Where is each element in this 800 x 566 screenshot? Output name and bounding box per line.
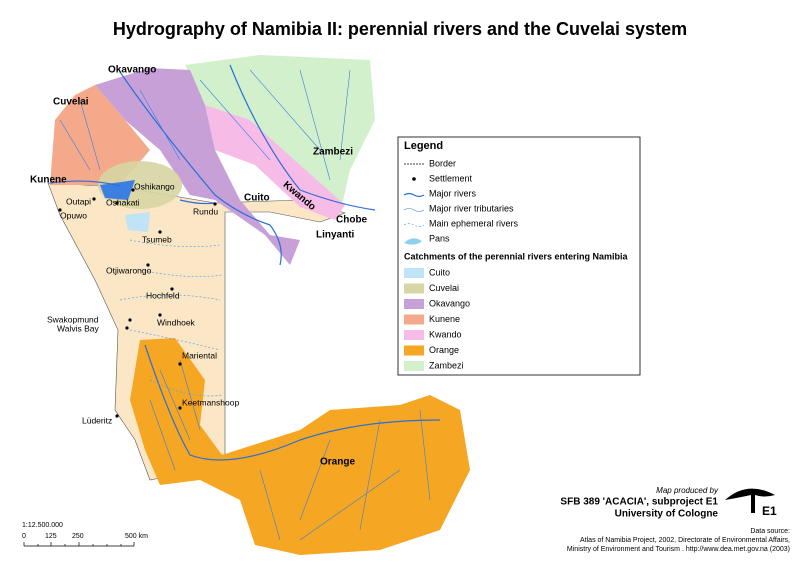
legend-item: Pans xyxy=(429,233,450,243)
legend-swatch xyxy=(404,345,424,356)
settlement-label: Rundu xyxy=(193,206,218,216)
legend-item: Major river tributaries xyxy=(429,203,514,213)
legend-swatch xyxy=(404,268,424,278)
settlement-label: Hochfeld xyxy=(146,290,180,300)
kunene-catchment xyxy=(50,85,150,185)
settlements: Oshikango Outapi Oshakati Opuwo Rundu Ts… xyxy=(47,181,239,425)
legend-item: Okavango xyxy=(429,298,470,308)
legend-item: Main ephemeral rivers xyxy=(429,218,519,228)
scale-tick: 0 xyxy=(22,533,26,540)
legend-item: Cuito xyxy=(429,267,450,277)
legend-item: Major rivers xyxy=(429,188,477,198)
legend-subtitle: Catchments of the perennial rivers enter… xyxy=(404,251,629,261)
legend-swatch xyxy=(404,283,424,294)
settlement-label: Opuwo xyxy=(60,210,87,220)
legend-swatch xyxy=(404,361,424,371)
legend-swatch xyxy=(404,299,424,309)
river-label: Okavango xyxy=(108,65,156,76)
credit-line: University of Cologne xyxy=(615,509,719,520)
river-label: Chobe xyxy=(336,215,368,226)
legend-item: Border xyxy=(429,158,456,168)
legend-item: Zambezi xyxy=(429,360,464,370)
legend-item: Orange xyxy=(429,345,459,355)
settlement-label: Lüderitz xyxy=(82,415,112,425)
credit-line: SFB 389 'ACACIA', subproject E1 xyxy=(560,497,718,508)
settlement-label: Oshakati xyxy=(106,197,140,207)
map-title: Hydrography of Namibia II: perennial riv… xyxy=(113,19,687,39)
source: Ministry of Environment and Tourism . ht… xyxy=(567,546,790,553)
river-label: Linyanti xyxy=(316,230,355,241)
settlement-label: Otjiwarongo xyxy=(106,265,152,275)
settlement-label: Tsumeb xyxy=(142,234,172,244)
logo: E1 xyxy=(762,504,777,518)
credits: Map produced by SFB 389 'ACACIA', subpro… xyxy=(560,486,790,553)
legend-item: Settlement xyxy=(429,173,473,183)
scale-ratio: 1:12.500.000 xyxy=(22,522,63,529)
settlement-label: Oshikango xyxy=(134,181,175,191)
river-label: Zambezi xyxy=(313,147,353,158)
credit-intro: Map produced by xyxy=(656,486,719,495)
settlement-label: Outapi xyxy=(66,196,91,206)
legend: Legend Border Settlement Major rivers Ma… xyxy=(397,136,641,376)
river-label: Cuvelai xyxy=(53,97,89,108)
scale-tick: 125 xyxy=(45,533,57,540)
legend-item: Cuvelai xyxy=(429,283,459,293)
source: Data source: xyxy=(750,528,790,535)
rivers xyxy=(49,64,441,541)
settlement-label: Swakopmund xyxy=(47,314,99,324)
legend-swatch xyxy=(404,314,424,325)
settlement-label: Keetmanshoop xyxy=(182,397,239,407)
source: Atlas of Namibia Project, 2002, Director… xyxy=(580,537,790,544)
settlement-label: Windhoek xyxy=(157,317,196,327)
scale-tick: 250 xyxy=(72,533,84,540)
scale-tick: 500 km xyxy=(125,533,148,540)
river-label: Kunene xyxy=(30,175,67,186)
legend-swatch xyxy=(404,330,424,340)
settlement-label: Walvis Bay xyxy=(57,323,99,333)
zambezi-catchment xyxy=(185,55,375,205)
river-label: Cuito xyxy=(244,193,270,204)
legend-item: Kunene xyxy=(429,314,460,324)
kwando-catchment xyxy=(205,105,345,220)
orange-catchment xyxy=(130,338,470,555)
cuvelai-wetland xyxy=(100,180,135,200)
settlement-label: Mariental xyxy=(182,350,217,360)
river-label: Orange xyxy=(320,457,355,468)
legend-title: Legend xyxy=(404,140,443,152)
scale-bar: 1:12.500.000 0 125 250 500 km xyxy=(22,522,148,547)
legend-item: Kwando xyxy=(429,329,462,339)
pan xyxy=(125,212,150,232)
